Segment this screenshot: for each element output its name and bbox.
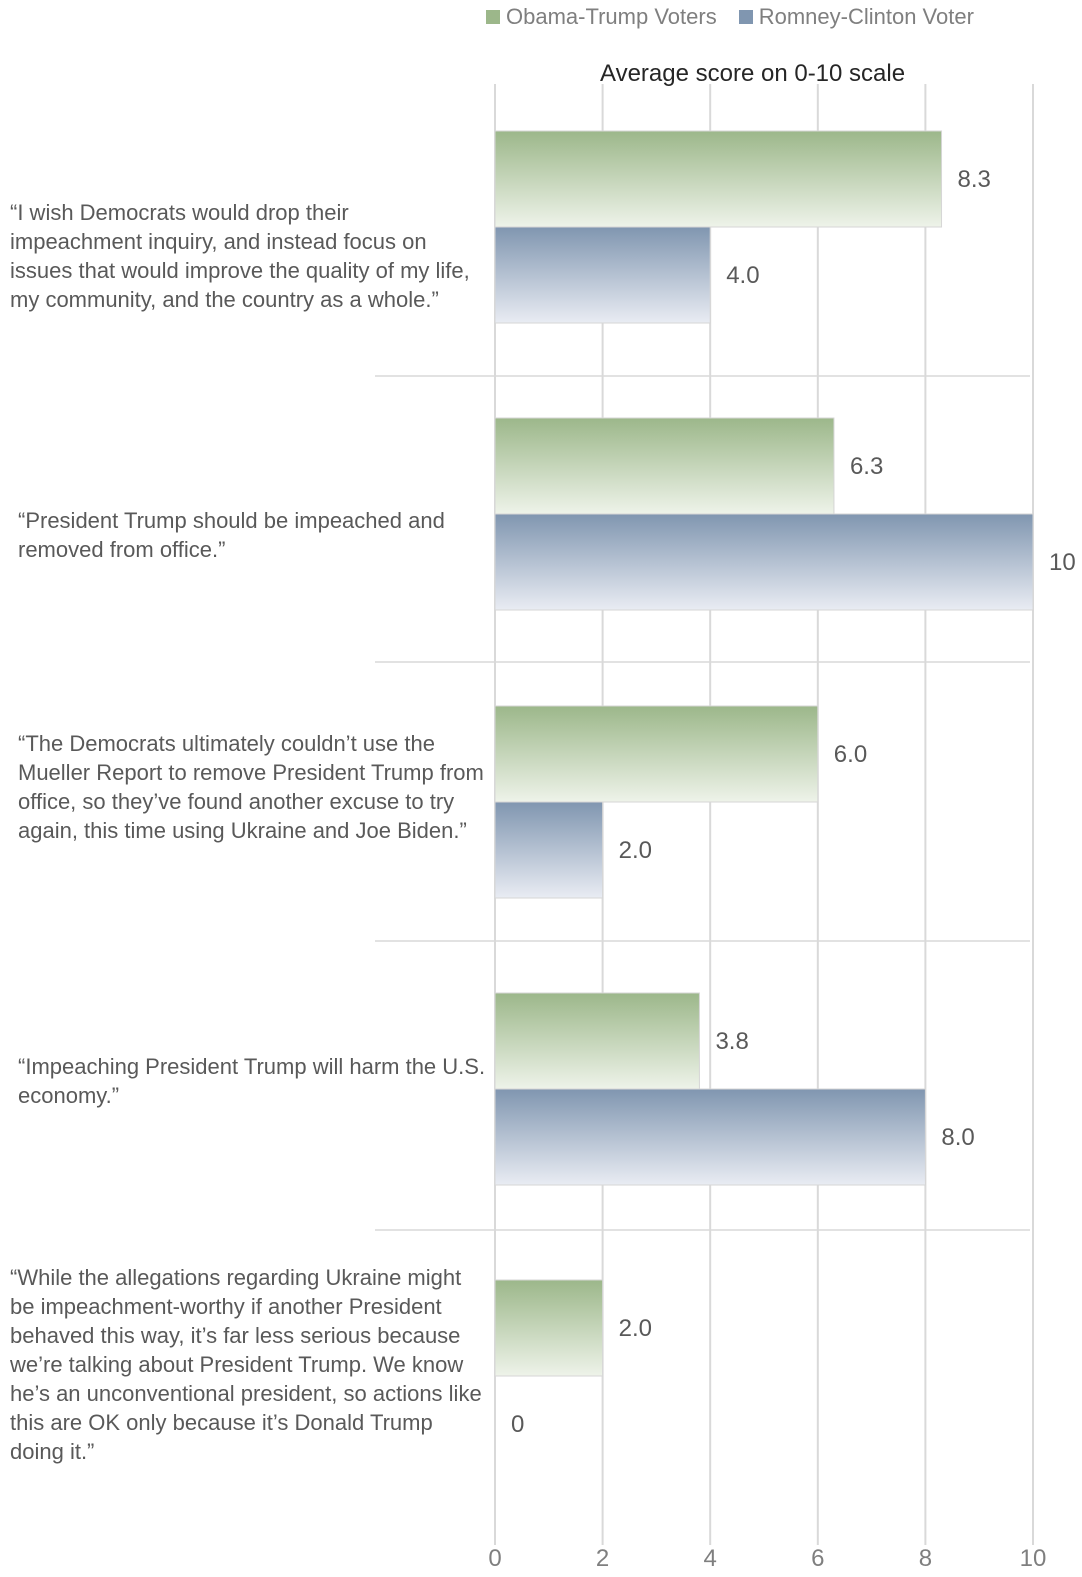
- legend-item-obama-trump: Obama-Trump Voters: [486, 4, 717, 30]
- legend-swatch-romney-clinton: [738, 10, 753, 24]
- bar-romney-clinton-1: [494, 226, 711, 324]
- chart-legend: Obama-Trump Voters Romney-Clinton Voter: [486, 4, 996, 30]
- data-label-obama-trump-4: 3.8: [715, 1028, 748, 1055]
- x-axis-ticks: 0 2 4 6 8 10: [488, 1545, 1046, 1572]
- legend-label-romney-clinton: Romney-Clinton Voter: [758, 4, 974, 29]
- x-tick-label-2: 2: [596, 1545, 609, 1572]
- bar-romney-clinton-3: [494, 801, 604, 899]
- data-labels: 8.3 6.3 6.0 3.8 2.0 4.0 10 2.0 8.0 0: [511, 166, 1076, 1438]
- bar-obama-trump-3: [494, 705, 819, 803]
- category-label-4: “Impeaching President Trump will harm th…: [18, 1054, 486, 1108]
- bar-obama-trump-5: [494, 1279, 604, 1377]
- category-label-3: “The Democrats ultimately couldn’t use t…: [18, 731, 484, 843]
- x-tick-label-10: 10: [1020, 1545, 1047, 1572]
- legend-item-romney-clinton: Romney-Clinton Voter: [738, 4, 974, 30]
- legend-swatch-obama-trump: [486, 10, 500, 24]
- data-label-obama-trump-1: 8.3: [958, 166, 991, 193]
- bar-romney-clinton-4: [494, 1088, 926, 1186]
- x-tick-label-4: 4: [704, 1545, 717, 1572]
- data-label-romney-clinton-3: 2.0: [619, 837, 652, 864]
- data-label-romney-clinton-5: 0: [511, 1411, 524, 1438]
- bar-obama-trump-4: [494, 992, 700, 1090]
- data-label-obama-trump-2: 6.3: [850, 453, 883, 480]
- x-tick-label-0: 0: [488, 1545, 501, 1572]
- category-label-1: “I wish Democrats would drop their impea…: [10, 200, 470, 312]
- bar-obama-trump-2: [494, 417, 835, 515]
- data-label-obama-trump-3: 6.0: [834, 741, 867, 768]
- legend-label-obama-trump: Obama-Trump Voters: [506, 4, 717, 29]
- bar-obama-trump-1: [494, 130, 943, 228]
- data-label-romney-clinton-4: 8.0: [941, 1124, 974, 1151]
- data-label-romney-clinton-2: 10: [1049, 549, 1076, 576]
- category-label-2: “President Trump should be impeached and…: [18, 508, 445, 562]
- bar-romney-clinton-2: [494, 513, 1034, 611]
- x-tick-label-6: 6: [811, 1545, 824, 1572]
- bars: [494, 130, 1034, 1377]
- category-label-5: “While the allegations regarding Ukraine…: [10, 1265, 482, 1464]
- x-tick-label-8: 8: [919, 1545, 932, 1572]
- data-label-obama-trump-5: 2.0: [619, 1315, 652, 1342]
- x-axis-title: Average score on 0-10 scale: [600, 60, 906, 87]
- category-separators: [375, 375, 1030, 1231]
- data-label-romney-clinton-1: 4.0: [726, 262, 759, 289]
